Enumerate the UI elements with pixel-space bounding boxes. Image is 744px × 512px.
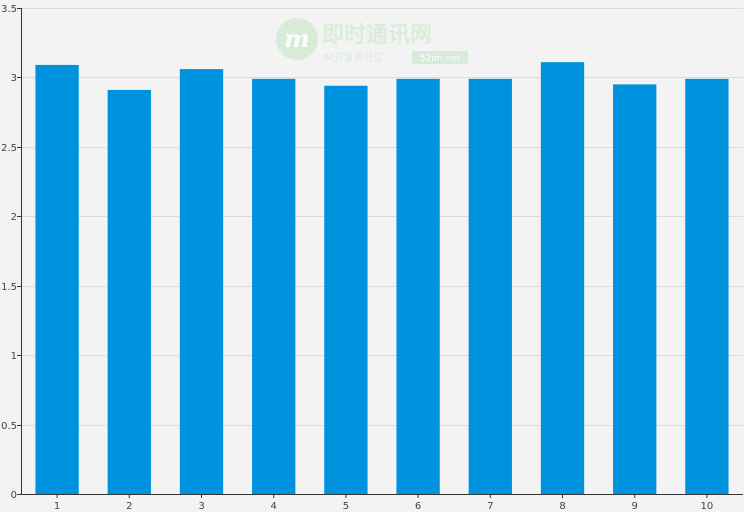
bar-8 bbox=[540, 62, 585, 495]
y-tick-label: 2 bbox=[11, 212, 17, 223]
bar-2 bbox=[107, 89, 151, 495]
bar-7 bbox=[468, 78, 512, 494]
bar-9 bbox=[613, 84, 657, 495]
y-tick-label: 1.5 bbox=[1, 282, 17, 293]
axes bbox=[17, 8, 743, 498]
watermark-title: 即时通讯网 bbox=[322, 23, 432, 48]
bars bbox=[35, 62, 729, 495]
y-tick-label: 1 bbox=[11, 351, 17, 362]
bar-4 bbox=[252, 78, 296, 494]
watermark-site-badge bbox=[412, 51, 468, 64]
x-tick-label: 2 bbox=[126, 501, 132, 512]
tick-labels: 0 0.5 1 1.5 2 2.5 3 3.5 1 2 3 4 5 6 7 8 9 10 bbox=[1, 4, 713, 512]
x-tick-label: 6 bbox=[415, 501, 421, 512]
x-tick-label: 9 bbox=[632, 501, 638, 512]
x-tick-label: 8 bbox=[559, 501, 565, 512]
bar-5 bbox=[324, 85, 368, 494]
x-tick-label: 10 bbox=[701, 501, 714, 512]
watermark: m 即时通讯网 IM开发者社区 52im.net bbox=[276, 18, 468, 64]
x-tick-label: 5 bbox=[343, 501, 349, 512]
y-tick-label: 0 bbox=[11, 490, 17, 501]
x-tick-label: 4 bbox=[271, 501, 277, 512]
bar-10 bbox=[685, 78, 729, 494]
watermark-subtitle: IM开发者社区 bbox=[322, 51, 384, 64]
watermark-site: 52im.net bbox=[420, 54, 461, 64]
bar-1 bbox=[35, 64, 79, 495]
bar-3 bbox=[179, 69, 224, 494]
y-tick-label: 2.5 bbox=[1, 143, 17, 154]
x-tick-label: 3 bbox=[198, 501, 204, 512]
watermark-logo-letter: m bbox=[284, 24, 309, 53]
y-tick-label: 3 bbox=[11, 73, 17, 84]
x-tick-label: 1 bbox=[54, 501, 60, 512]
y-tick-label: 3.5 bbox=[1, 4, 17, 15]
watermark-logo-icon bbox=[276, 18, 318, 60]
x-tick-label: 7 bbox=[487, 501, 493, 512]
y-tick-label: 0.5 bbox=[1, 421, 17, 432]
bar-6 bbox=[396, 78, 440, 494]
